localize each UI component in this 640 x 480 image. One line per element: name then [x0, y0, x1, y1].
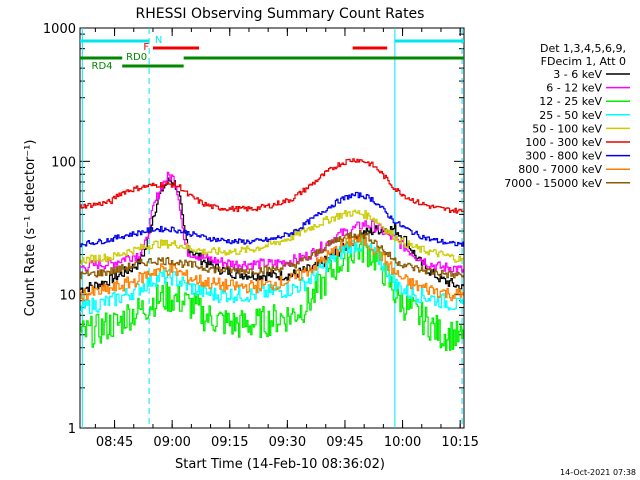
- series-line-4: [80, 237, 464, 314]
- flag-label-f: F: [143, 42, 149, 53]
- legend-entry-label: 3 - 6 keV: [553, 68, 602, 81]
- legend-entry-label: 6 - 12 keV: [546, 82, 602, 95]
- series-line-9: [80, 230, 464, 280]
- x-tick-label: 09:15: [211, 435, 248, 450]
- chart-title: RHESSI Observing Summary Count Rates: [136, 6, 425, 22]
- legend-header-line: FDecim 1, Att 0: [541, 55, 626, 68]
- x-tick-label: 08:45: [96, 435, 133, 450]
- legend-entry-label: 12 - 25 keV: [539, 95, 602, 108]
- legend-header-line: Det 1,3,4,5,6,9,: [540, 42, 626, 55]
- series-group: [80, 158, 464, 351]
- legend-entry-label: 25 - 50 keV: [539, 109, 602, 122]
- legend-entry-label: 100 - 300 keV: [525, 136, 602, 149]
- series-line-3: [80, 234, 464, 351]
- legend-entry-label: 300 - 800 keV: [525, 150, 602, 163]
- flag-label-n: N: [155, 35, 162, 46]
- y-tick-label: 1: [68, 422, 76, 437]
- series-line-6: [80, 158, 464, 214]
- axis-ticks: 08:45 09:00 09:15 09:30 09:45 10:00 10:15 1 10 10…: [43, 22, 479, 450]
- x-tick-label: 09:30: [269, 435, 306, 450]
- x-tick-label: 09:45: [326, 435, 363, 450]
- y-axis-label: Count Rate (s⁻¹ detector⁻¹): [23, 140, 38, 317]
- x-tick-label: 09:00: [153, 435, 190, 450]
- series-line-5: [80, 209, 464, 265]
- x-axis-label: Start Time (14-Feb-10 08:36:02): [175, 457, 385, 472]
- x-tick-label: 10:00: [384, 435, 421, 450]
- y-tick-label: 1000: [43, 22, 76, 37]
- legend-entry-label: 7000 - 15000 keV: [504, 177, 602, 190]
- y-tick-label: 10: [59, 289, 76, 304]
- y-tick-label: 100: [51, 155, 76, 170]
- series-line-7: [80, 191, 464, 248]
- plot-timestamp: 14-Oct-2021 07:38: [560, 468, 636, 477]
- plot-border: [79, 27, 465, 429]
- plot-frame: [79, 27, 465, 429]
- legend-entry-label: 50 - 100 keV: [532, 122, 602, 135]
- x-tick-label: 10:15: [441, 435, 478, 450]
- legend: Det 1,3,4,5,6,9,FDecim 1, Att 03 - 6 keV…: [504, 42, 630, 190]
- flag-label-rd4: RD4: [92, 61, 113, 72]
- series-line-8: [80, 233, 464, 302]
- legend-entry-label: 800 - 7000 keV: [518, 163, 602, 176]
- flag-label-rd0: RD0: [126, 52, 147, 63]
